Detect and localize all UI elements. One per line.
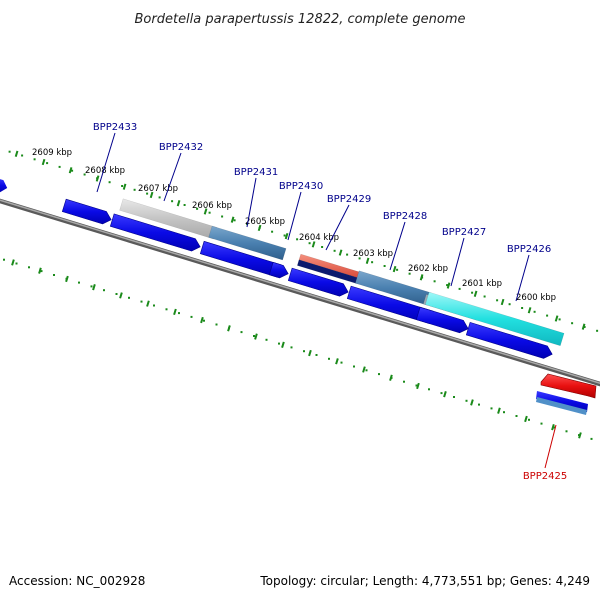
gene-bpp2433 [119,198,218,240]
ruler-lower-dots [3,258,593,440]
cds-arrow [415,306,469,334]
cds-arrow [536,397,587,415]
leader-line [515,254,530,302]
ruler-guides [3,150,599,440]
tick-labels: 2609 kbp 2608 kbp 2607 kbp 2606 kbp 2605 kbp… [32,148,556,303]
cds-arrow [61,198,112,225]
gene-bpp2431 [208,225,287,261]
gene-label-bpp2425[interactable]: BPP2425 [523,471,567,482]
cds-arrow [0,179,8,193]
gene-bpp2425 [540,373,597,399]
tick-label: 2604 kbp [299,233,339,243]
leader-line [246,177,257,228]
leader-line [96,132,116,193]
leader-line [163,152,182,202]
gene-label-bpp2426[interactable]: BPP2426 [507,244,551,255]
cds-features [0,179,553,359]
genome-backbone [0,198,600,387]
gene-label-bpp2430[interactable]: BPP2430 [279,181,323,192]
cds-arrow [109,213,201,252]
gene-label-bpp2432[interactable]: BPP2432 [159,142,203,153]
backbone-line [0,198,600,387]
tick-label: 2606 kbp [192,201,232,211]
genome-summary-text: Topology: circular; Length: 4,773,551 bp… [260,574,590,588]
leader-line [287,191,302,241]
accession-text: Accession: NC_002928 [9,574,146,588]
leader-line [389,221,406,271]
tick-label: 2608 kbp [85,166,125,176]
tick-label: 2603 kbp [353,249,393,259]
map-title: Bordetella parapertussis 12822, complete… [135,12,466,27]
cds-arrow [287,267,349,297]
ruler-upper-dots [8,150,599,332]
tick-label: 2600 kbp [516,293,556,303]
tick-label: 2605 kbp [245,217,285,227]
leader-line [325,204,350,251]
cds-arrow [536,391,588,412]
gene-label-bpp2433[interactable]: BPP2433 [93,122,137,133]
leader-line [450,237,465,287]
leader-line [544,424,557,469]
cds-arrow [465,322,553,359]
gene-label-bpp2428[interactable]: BPP2428 [383,211,427,222]
labeled-genes [119,198,597,415]
gene-label-bpp2429[interactable]: BPP2429 [327,194,371,205]
tick-label: 2607 kbp [138,184,178,194]
tick-label: 2601 kbp [462,279,502,289]
tick-label: 2602 kbp [408,264,448,274]
tick-label: 2609 kbp [32,148,72,158]
cds-arrow [268,261,289,279]
gene-label-bpp2431[interactable]: BPP2431 [234,167,278,178]
gene-label-bpp2427[interactable]: BPP2427 [442,227,486,238]
gene-bpp2426 [424,291,565,347]
